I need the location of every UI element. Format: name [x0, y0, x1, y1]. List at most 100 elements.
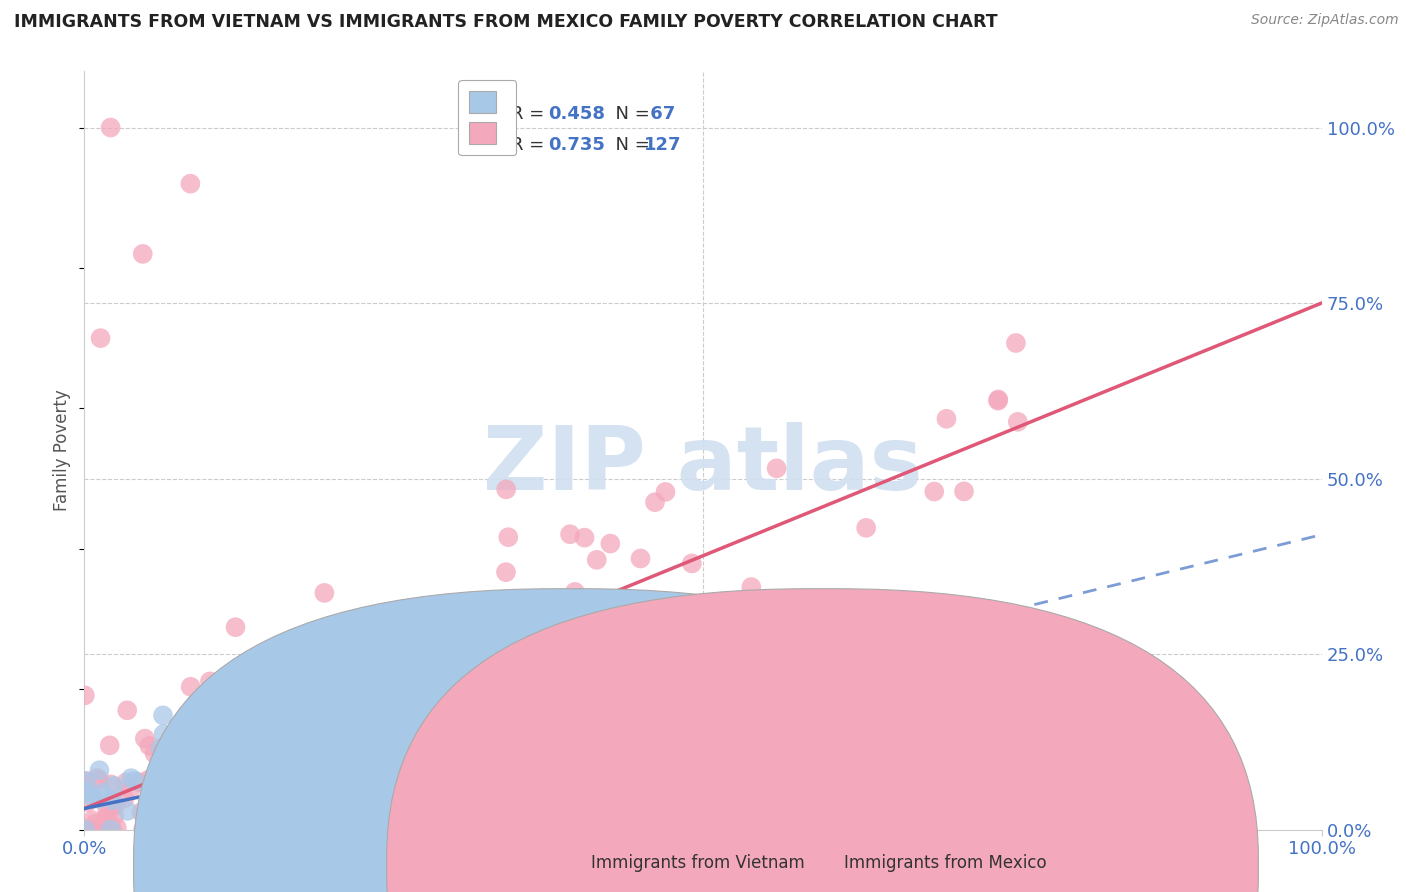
Point — [75, 774, 97, 789]
Point — [269, 718, 291, 732]
Point — [314, 586, 336, 600]
Point — [152, 819, 174, 833]
Point — [350, 772, 373, 786]
Text: Immigrants from Mexico: Immigrants from Mexico — [844, 855, 1046, 872]
Point — [305, 706, 328, 721]
Point — [498, 530, 520, 544]
Point — [309, 671, 332, 685]
Point — [135, 822, 157, 837]
Point — [170, 814, 193, 828]
Point — [681, 557, 703, 571]
Point — [75, 773, 97, 788]
Point — [124, 773, 146, 788]
Point — [245, 673, 267, 687]
Point — [740, 580, 762, 594]
Point — [297, 686, 319, 700]
Point — [190, 696, 212, 710]
Point — [495, 565, 517, 579]
Point — [115, 775, 138, 789]
Point — [496, 784, 519, 798]
Point — [176, 782, 198, 797]
Y-axis label: Family Poverty: Family Poverty — [53, 390, 72, 511]
Point — [350, 767, 373, 781]
Point — [494, 648, 516, 663]
Point — [474, 644, 496, 658]
Point — [321, 696, 343, 710]
Point — [228, 749, 250, 764]
Point — [100, 822, 122, 837]
Point — [987, 393, 1010, 408]
Point — [184, 698, 207, 712]
Point — [205, 735, 228, 749]
Point — [180, 822, 202, 837]
Point — [105, 821, 128, 835]
Point — [823, 690, 845, 705]
Point — [201, 749, 224, 764]
Point — [75, 778, 97, 792]
Point — [169, 822, 191, 837]
Point — [134, 731, 156, 746]
Point — [405, 721, 427, 735]
Point — [115, 703, 138, 717]
Point — [149, 741, 172, 756]
Point — [132, 247, 155, 261]
Text: Immigrants from Vietnam: Immigrants from Vietnam — [591, 855, 804, 872]
Point — [472, 616, 495, 631]
Point — [169, 776, 191, 790]
Point — [75, 822, 97, 837]
Point — [357, 751, 380, 765]
Point — [783, 681, 806, 696]
Point — [224, 708, 246, 723]
Point — [537, 592, 560, 607]
Text: IMMIGRANTS FROM VIETNAM VS IMMIGRANTS FROM MEXICO FAMILY POVERTY CORRELATION CHA: IMMIGRANTS FROM VIETNAM VS IMMIGRANTS FR… — [14, 13, 998, 31]
Point — [453, 688, 475, 702]
Text: Source: ZipAtlas.com: Source: ZipAtlas.com — [1251, 13, 1399, 28]
Point — [420, 822, 443, 837]
Point — [332, 769, 354, 783]
Point — [169, 813, 191, 827]
Point — [458, 608, 481, 623]
Point — [291, 692, 314, 706]
Point — [117, 804, 139, 818]
Point — [101, 822, 124, 837]
Legend: , : , — [458, 80, 516, 155]
Point — [103, 809, 125, 823]
Point — [730, 597, 752, 611]
Point — [439, 645, 461, 659]
Point — [96, 803, 118, 817]
Point — [89, 822, 111, 837]
Point — [167, 814, 190, 829]
Point — [398, 663, 420, 677]
Point — [352, 706, 374, 721]
Point — [76, 795, 98, 809]
Point — [654, 484, 676, 499]
Point — [499, 648, 522, 663]
Point — [197, 788, 219, 802]
Point — [73, 689, 96, 703]
Point — [176, 812, 198, 826]
Point — [90, 786, 112, 800]
Point — [384, 739, 406, 754]
Point — [180, 680, 202, 694]
Point — [84, 816, 107, 830]
Text: 0.458: 0.458 — [548, 105, 606, 123]
Point — [330, 747, 353, 761]
Point — [152, 805, 174, 820]
Point — [128, 775, 150, 789]
Text: 127: 127 — [644, 136, 681, 153]
Point — [437, 658, 460, 673]
Point — [524, 599, 547, 613]
Point — [561, 714, 583, 729]
Point — [330, 761, 353, 775]
Point — [96, 822, 118, 837]
Point — [530, 640, 553, 654]
Point — [270, 745, 292, 759]
Point — [173, 821, 195, 835]
Text: N =: N = — [605, 136, 655, 153]
Point — [1007, 415, 1029, 429]
Point — [436, 696, 458, 710]
Point — [132, 822, 155, 837]
Point — [574, 642, 596, 657]
Point — [120, 782, 142, 797]
Point — [152, 708, 174, 723]
